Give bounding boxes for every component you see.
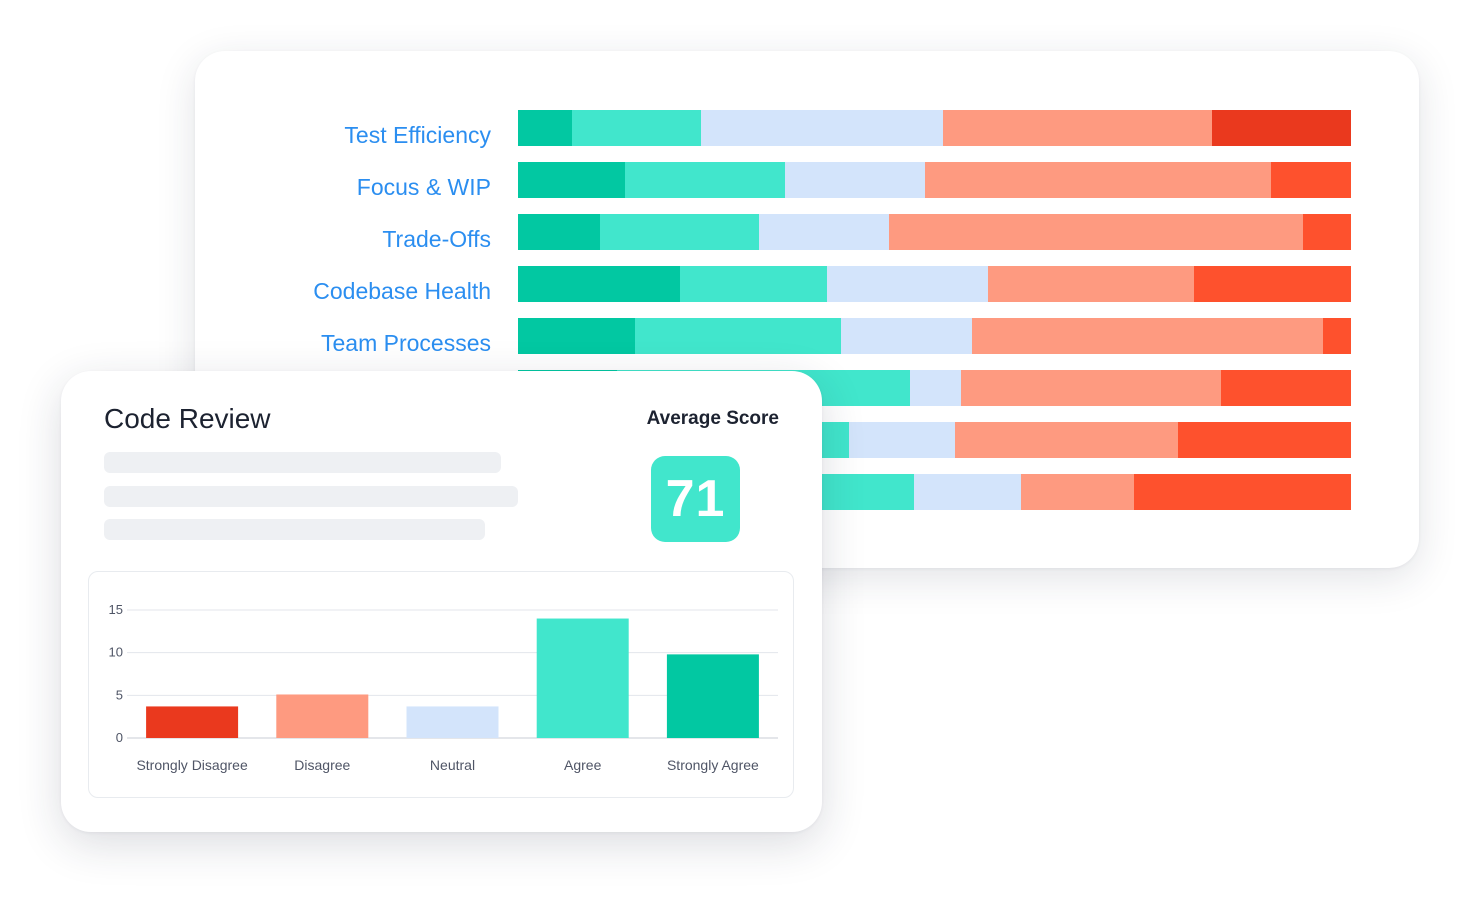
segment-strongly-disagree[interactable]: [1193, 266, 1351, 302]
card-title: Code Review: [104, 403, 271, 434]
x-tick-label: Strongly Disagree: [136, 757, 247, 773]
segment-strongly-disagree[interactable]: [1177, 422, 1351, 458]
average-score-label: Average Score: [646, 408, 779, 429]
row-label-trade-offs[interactable]: Trade-Offs: [382, 226, 491, 252]
segment-neutral[interactable]: [913, 474, 1022, 510]
segment-disagree[interactable]: [961, 370, 1222, 406]
row-label-focus-wip[interactable]: Focus & WIP: [356, 174, 491, 200]
segment-disagree[interactable]: [955, 422, 1178, 458]
segment-strongly-disagree[interactable]: [1221, 370, 1351, 406]
x-tick-label: Disagree: [294, 757, 350, 773]
segment-strongly-disagree[interactable]: [1323, 318, 1351, 354]
y-tick-label: 0: [116, 730, 123, 745]
segment-disagree[interactable]: [925, 162, 1271, 198]
code-review-card: Code Review Average Score 71 0 5 10 15 Stron…: [61, 371, 822, 832]
segment-neutral[interactable]: [758, 214, 889, 250]
stacked-bar-row[interactable]: [518, 318, 1351, 354]
placeholder-text-line: [104, 519, 485, 540]
segment-agree[interactable]: [624, 162, 785, 198]
segment-agree[interactable]: [634, 318, 842, 354]
y-tick-label: 10: [109, 645, 123, 660]
segment-disagree[interactable]: [888, 214, 1303, 250]
bar[interactable]: [666, 654, 759, 738]
bar-chart-svg: 0 5 10 15 Strongly Disagree Disagree Neutral Ag…: [109, 602, 778, 773]
bar[interactable]: [406, 706, 499, 738]
average-score-badge: 71: [651, 456, 740, 542]
segment-strongly-agree[interactable]: [518, 214, 600, 250]
placeholder-text-line: [104, 486, 518, 507]
segment-strongly-disagree[interactable]: [1134, 474, 1351, 510]
segment-agree[interactable]: [572, 110, 702, 146]
segment-neutral[interactable]: [909, 370, 962, 406]
segment-strongly-agree[interactable]: [518, 318, 635, 354]
segment-disagree[interactable]: [1021, 474, 1135, 510]
y-tick-label: 5: [116, 687, 123, 702]
x-tick-label: Neutral: [430, 757, 475, 773]
bar[interactable]: [146, 706, 239, 738]
stacked-bar-row[interactable]: [518, 214, 1351, 250]
stacked-bar-row[interactable]: [518, 266, 1351, 302]
segment-agree[interactable]: [599, 214, 759, 250]
placeholder-text-line: [104, 452, 501, 473]
segment-neutral[interactable]: [701, 110, 943, 146]
segment-neutral[interactable]: [784, 162, 926, 198]
bar[interactable]: [276, 694, 369, 738]
segment-disagree[interactable]: [971, 318, 1324, 354]
segment-strongly-agree[interactable]: [518, 162, 625, 198]
bar[interactable]: [536, 618, 629, 738]
segment-strongly-agree[interactable]: [518, 110, 573, 146]
y-tick-label: 15: [109, 602, 123, 617]
segment-neutral[interactable]: [827, 266, 988, 302]
segment-strongly-disagree[interactable]: [1270, 162, 1351, 198]
segment-disagree[interactable]: [987, 266, 1194, 302]
segment-neutral[interactable]: [841, 318, 972, 354]
stacked-bar-row[interactable]: [518, 162, 1351, 198]
segment-strongly-disagree[interactable]: [1302, 214, 1351, 250]
x-tick-label: Agree: [564, 757, 602, 773]
segment-strongly-agree[interactable]: [518, 266, 681, 302]
row-label-test-efficiency[interactable]: Test Efficiency: [344, 122, 491, 148]
row-label-team-processes[interactable]: Team Processes: [320, 330, 491, 356]
segment-agree[interactable]: [680, 266, 828, 302]
row-label-codebase-health[interactable]: Codebase Health: [313, 278, 491, 304]
segment-neutral[interactable]: [848, 422, 956, 458]
response-distribution-chart: 0 5 10 15 Strongly Disagree Disagree Neutral Ag…: [88, 571, 794, 798]
x-tick-label: Strongly Agree: [667, 757, 759, 773]
segment-disagree[interactable]: [942, 110, 1212, 146]
stacked-bar-row[interactable]: [518, 110, 1351, 146]
segment-strongly-disagree[interactable]: [1211, 110, 1351, 146]
